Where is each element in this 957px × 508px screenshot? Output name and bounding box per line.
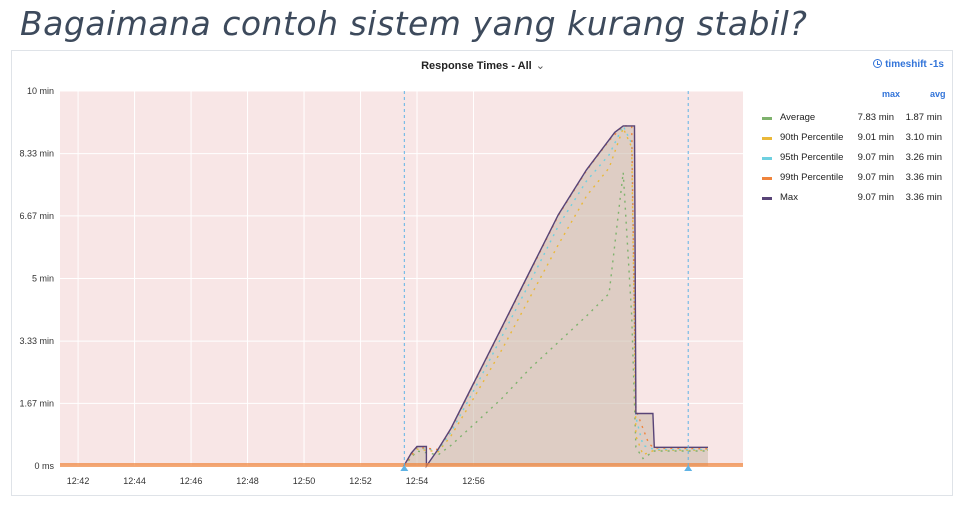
legend: max avg Average 7.83 min 1.87 min 90th P… [760,89,950,209]
panel-title-text[interactable]: Response Times - All [421,60,532,72]
y-tick-label: 6.67 min [19,211,54,221]
y-tick-label: 8.33 min [19,149,54,159]
legend-color-swatch [762,157,772,160]
annotation-marker-triangle [684,465,693,471]
legend-max-value: 9.01 min [857,132,894,143]
clock-icon [873,59,883,68]
chevron-down-icon[interactable]: ⌄ [535,60,545,72]
legend-color-swatch [762,177,772,180]
legend-series-name[interactable]: 90th Percentile [780,132,844,143]
legend-item[interactable]: 99th Percentile 9.07 min 3.36 min [760,169,950,189]
series-line-average [403,172,708,467]
legend-header: max avg [760,89,950,109]
x-tick-label: 12:52 [349,476,372,486]
x-tick-label: 12:48 [236,476,259,486]
series-line-90th-percentile [403,126,708,467]
x-tick-label: 12:42 [67,476,90,486]
timeshift-info: timeshift -1s [873,59,944,70]
legend-item[interactable]: Max 9.07 min 3.36 min [760,189,950,209]
legend-item[interactable]: 90th Percentile 9.01 min 3.10 min [760,129,950,149]
legend-max-value: 9.07 min [857,152,894,163]
annotation-marker-triangle [400,465,409,471]
legend-max-value: 9.07 min [857,192,894,203]
legend-max-value: 9.07 min [857,172,894,183]
series-line-max [403,125,708,469]
slide-title: Bagaimana contoh sistem yang kurang stab… [20,4,808,43]
legend-max-value: 7.83 min [857,112,894,123]
zero-baseline-band [60,463,743,467]
series-area-max [403,125,708,466]
legend-series-name[interactable]: 99th Percentile [780,172,844,183]
legend-header-avg[interactable]: avg [930,89,946,99]
legend-series-name[interactable]: Average [780,112,816,123]
panel-title[interactable]: Response Times - All ⌄ [12,59,954,72]
legend-series-name[interactable]: 95th Percentile [780,152,844,163]
legend-header-max[interactable]: max [882,89,901,99]
legend-color-swatch [762,137,772,140]
x-tick-label: 12:44 [123,476,146,486]
y-tick-label: 5 min [32,274,54,284]
y-tick-label: 1.67 min [19,398,54,408]
x-tick-label: 12:56 [462,476,485,486]
graph-panel: Response Times - All ⌄ timeshift -1s 0 ms… [11,50,953,496]
legend-item[interactable]: Average 7.83 min 1.87 min [760,109,950,129]
x-tick-label: 12:46 [180,476,203,486]
response-times-chart[interactable]: 0 ms 1.67 min 3.33 min 5 min 6.67 min 8.33 mi… [12,51,954,497]
legend-avg-value: 1.87 min [905,112,942,123]
x-tick-label: 12:50 [293,476,316,486]
y-tick-label: 0 ms [34,461,54,471]
legend-avg-value: 3.26 min [905,152,942,163]
legend-color-swatch [762,117,772,120]
legend-avg-value: 3.10 min [905,132,942,143]
x-tick-label: 12:54 [406,476,429,486]
legend-avg-value: 3.36 min [905,172,942,183]
y-tick-label: 10 min [27,86,54,96]
legend-series-name[interactable]: Max [780,192,798,203]
legend-item[interactable]: 95th Percentile 9.07 min 3.26 min [760,149,950,169]
timeshift-label: timeshift -1s [885,59,944,70]
legend-color-swatch [762,197,772,200]
legend-avg-value: 3.36 min [905,192,942,203]
y-tick-label: 3.33 min [19,336,54,346]
